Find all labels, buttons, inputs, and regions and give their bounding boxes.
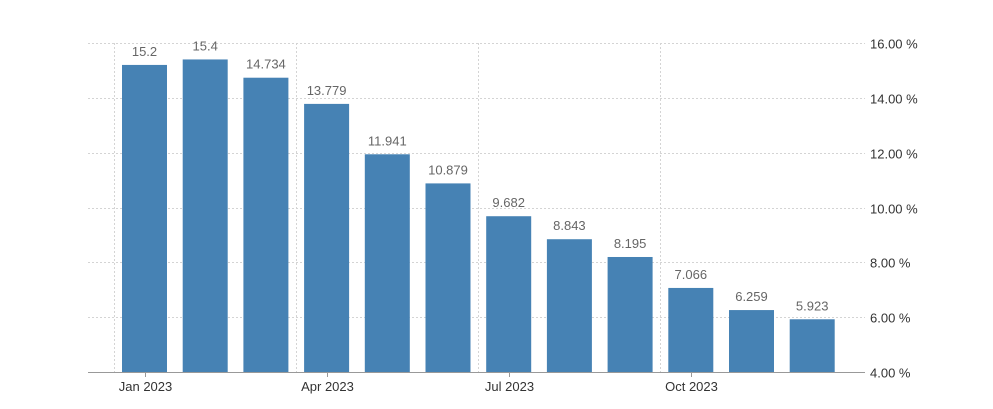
bar (364, 154, 410, 372)
bar-value-label: 8.843 (553, 218, 586, 233)
bar-value-label: 10.879 (428, 162, 468, 177)
bar-value-label: 15.4 (193, 38, 218, 53)
y-axis: 4.00 % 6.00 % 8.00 % 10.00 % 12.00 % 14.00 % 1… (870, 37, 918, 381)
bar (182, 59, 228, 372)
data-labels: 15.2 15.4 14.734 13.779 11.941 10.879 9.682 8.8… (132, 38, 829, 313)
bar (122, 64, 167, 372)
y-tick-label: 12.00 % (870, 147, 918, 162)
bar-value-label: 7.066 (675, 267, 708, 282)
y-tick-label: 6.00 % (870, 311, 911, 326)
bar-value-label: 8.195 (614, 236, 647, 251)
bar-value-label: 14.734 (246, 57, 286, 72)
y-tick-label: 14.00 % (870, 92, 918, 107)
bar (546, 239, 592, 372)
x-tick-label: Oct 2023 (665, 379, 718, 394)
bar (607, 256, 653, 372)
bar (729, 310, 774, 372)
bar (668, 287, 714, 372)
bar (486, 216, 532, 372)
y-tick-label: 8.00 % (870, 256, 911, 271)
x-tick-label: Jul 2023 (485, 379, 534, 394)
bar (243, 77, 289, 372)
bar (304, 103, 350, 372)
x-tick-label: Apr 2023 (301, 379, 354, 394)
bars (122, 59, 835, 372)
bar-value-label: 15.2 (132, 44, 157, 59)
bar-value-label: 11.941 (368, 133, 407, 148)
bar-value-label: 5.923 (796, 298, 829, 313)
y-tick-label: 10.00 % (870, 202, 918, 217)
y-tick-label: 16.00 % (870, 37, 918, 52)
bar (425, 183, 471, 372)
y-tick-label: 4.00 % (870, 366, 911, 381)
x-tick-label: Jan 2023 (119, 379, 173, 394)
bar (789, 319, 835, 372)
x-axis: Jan 2023 Apr 2023 Jul 2023 Oct 2023 (88, 372, 865, 394)
bar-value-label: 13.779 (307, 83, 347, 98)
bar-value-label: 9.682 (492, 195, 525, 210)
bar-value-label: 6.259 (735, 289, 768, 304)
